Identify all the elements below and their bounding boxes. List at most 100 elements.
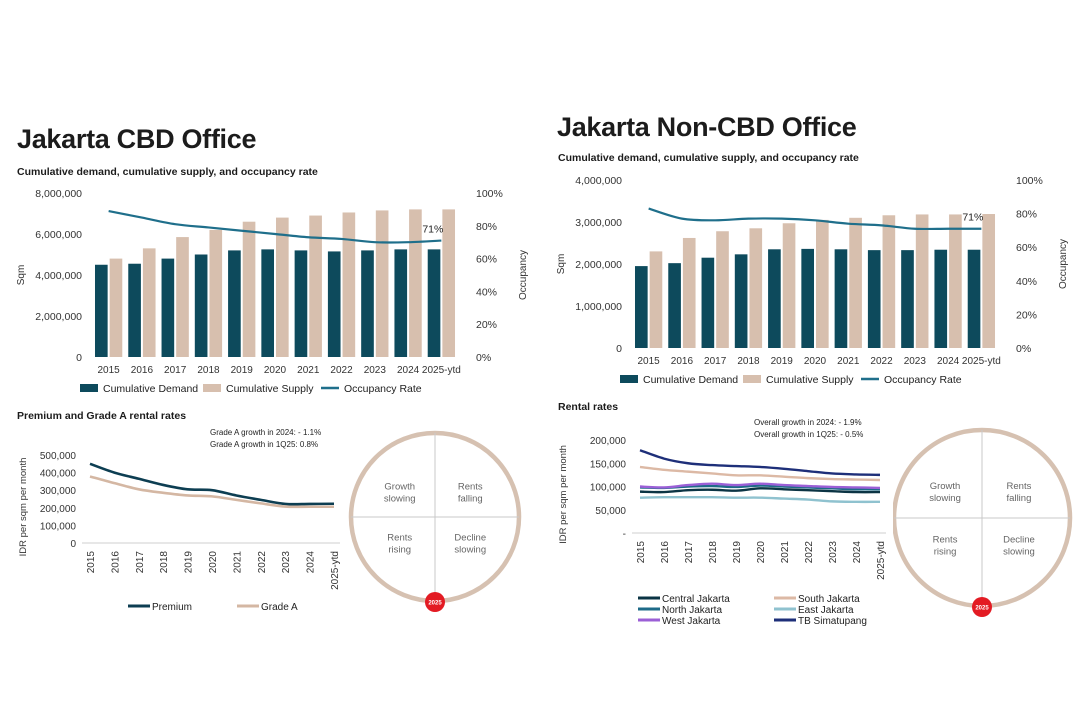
demand-bar [161, 258, 175, 357]
legend-label: South Jakarta [798, 594, 860, 605]
clock-quadrant-growth-slowing-line: slowing [384, 493, 416, 504]
supply-bar [209, 229, 223, 357]
clock-quadrant-decline-slowing-line: slowing [454, 545, 486, 556]
legend-label: Central Jakarta [662, 594, 730, 605]
y2-tick-label: 60% [476, 254, 497, 266]
legend-supply-label: Cumulative Supply [226, 383, 314, 395]
clock-quadrant-rents-falling-line: Rents [1007, 481, 1032, 492]
cbd-chart-subtitle: Cumulative demand, cumulative supply, an… [17, 166, 318, 178]
clock-quadrant-growth-slowing-line: slowing [929, 493, 961, 504]
y-axis-label: Sqm [556, 254, 567, 275]
demand-bar [427, 249, 441, 357]
occupancy-end-label: 71% [962, 212, 983, 224]
x-tick-label: 2020 [208, 551, 219, 574]
demand-bar [294, 250, 308, 357]
y2-tick-label: 20% [1016, 309, 1037, 321]
clock-quadrant-rents-rising-line: rising [934, 547, 957, 558]
clock-quadrant-rents-falling-line: falling [458, 493, 483, 504]
legend-label: West Jakarta [662, 616, 721, 627]
demand-bar [967, 249, 981, 348]
cbd-title: Jakarta CBD Office [17, 124, 257, 154]
supply-bar [649, 251, 663, 348]
clock-quadrant-decline-slowing-line: slowing [1003, 547, 1035, 558]
y2-tick-label: 100% [1016, 175, 1043, 187]
supply-bar [242, 221, 256, 357]
clock-quadrant-growth-slowing: Growth slowing [384, 481, 416, 504]
legend-demand-swatch [80, 384, 98, 392]
x-tick-label: 2022 [330, 365, 353, 376]
legend-label: TB Simatupang [798, 616, 867, 627]
legend-supply-swatch [203, 384, 221, 392]
noncbd-rental-subtitle: Rental rates [558, 401, 619, 413]
cbd-rent-chart: 0 100,000 200,000 300,000 400,000 500,000 IDR … [18, 428, 341, 613]
legend-demand-label: Cumulative Demand [643, 374, 738, 386]
y-tick-label: 500,000 [40, 451, 77, 462]
x-tick-label: 2021 [297, 365, 320, 376]
y2-tick-label: 60% [1016, 242, 1037, 254]
supply-bar [342, 212, 356, 357]
x-tick-label: 2015 [86, 551, 97, 574]
supply-bar [915, 214, 929, 348]
demand-bar [327, 251, 341, 357]
x-tick-label: 2025-ytd [876, 541, 887, 580]
supply-bar [882, 215, 896, 348]
legend-supply-label: Cumulative Supply [766, 374, 854, 386]
x-tick-label: 2018 [708, 541, 719, 564]
y-tick-label: 4,000,000 [575, 175, 622, 187]
x-tick-label: 2025-ytd [330, 551, 341, 590]
y2-tick-label: 0% [1016, 343, 1031, 355]
y2-tick-label: 40% [1016, 276, 1037, 288]
legend-occupancy-label: Occupancy Rate [884, 374, 962, 386]
supply-bar [982, 214, 996, 348]
x-tick-label: 2015 [638, 356, 661, 367]
growth-annotation-2: Grade A growth in 1Q25: 0.8% [210, 440, 318, 449]
y-tick-label: 4,000,000 [35, 270, 82, 282]
y-tick-label: 0 [70, 539, 76, 550]
x-tick-label: 2016 [110, 551, 121, 574]
supply-bar [176, 237, 189, 357]
x-tick-label: 2017 [164, 365, 187, 376]
y-tick-label: 2,000,000 [575, 259, 622, 271]
cbd-supply-chart: 0 2,000,000 4,000,000 6,000,000 8,000,000 0% 2… [16, 188, 529, 395]
y-tick-label: 200,000 [590, 436, 627, 447]
supply-bar [782, 223, 796, 348]
demand-bar [934, 249, 948, 348]
supply-bar [849, 217, 862, 348]
x-tick-label: 2024 [306, 551, 317, 574]
legend-occupancy-label: Occupancy Rate [344, 383, 422, 395]
supply-bar [276, 217, 289, 357]
y-tick-label: - [623, 529, 626, 540]
y-tick-label: 8,000,000 [35, 188, 82, 200]
clock-quadrant-decline-slowing-line: Decline [1003, 535, 1035, 546]
occupancy-end-label: 71% [422, 224, 443, 236]
supply-bar [442, 209, 456, 357]
demand-bar [801, 248, 814, 348]
y-tick-label: 0 [76, 352, 82, 364]
x-tick-label: 2021 [780, 541, 791, 564]
legend-label: North Jakarta [662, 605, 722, 616]
clock-quadrant-rents-falling: Rents falling [458, 481, 483, 504]
y-tick-label: 0 [616, 343, 622, 355]
growth-annotation-1: Grade A growth in 2024: - 1.1% [210, 428, 321, 437]
clock-quadrant-growth-slowing: Growth slowing [929, 481, 961, 504]
clock-quadrant-rents-rising: Rents rising [933, 535, 958, 558]
supply-bar [816, 219, 829, 348]
supply-bar [949, 214, 962, 348]
series-line [89, 462, 335, 506]
x-tick-label: 2017 [704, 356, 727, 367]
y-tick-label: 150,000 [590, 459, 627, 470]
series-line [89, 475, 335, 509]
demand-bar [261, 249, 274, 357]
y-axis-label: IDR per sqm per month [18, 458, 29, 557]
supply-bar [109, 258, 123, 357]
x-tick-label: 2024 [852, 541, 863, 564]
demand-bar [634, 266, 648, 348]
legend-label: East Jakarta [798, 605, 854, 616]
demand-bar [194, 254, 208, 357]
x-tick-label: 2016 [671, 356, 694, 367]
demand-bar [734, 254, 748, 348]
x-tick-label: 2023 [904, 356, 927, 367]
clock-quadrant-decline-slowing: Decline slowing [1003, 535, 1035, 558]
legend-label: Grade A [261, 602, 298, 613]
supply-bar [375, 210, 389, 357]
